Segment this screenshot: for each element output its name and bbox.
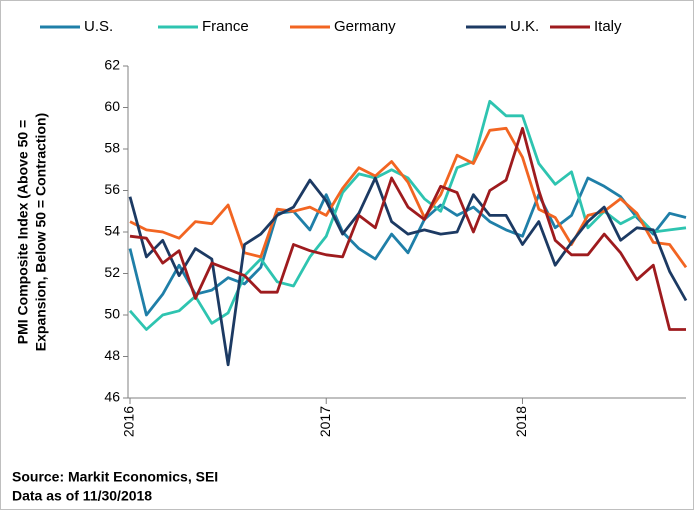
legend-label: U.S. [84, 18, 113, 35]
y-tick-label: 50 [104, 306, 120, 322]
legend-label: Italy [594, 18, 622, 35]
series-line [129, 126, 686, 331]
y-axis-label: PMI Composite Index (Above 50 = [15, 120, 31, 344]
y-tick-label: 46 [104, 389, 120, 405]
x-tick-label: 2017 [317, 406, 333, 437]
legend-label: Germany [334, 18, 396, 35]
legend-label: France [202, 18, 249, 35]
series-line [128, 99, 687, 331]
y-tick-label: 62 [104, 57, 120, 73]
x-tick-label: 2018 [513, 406, 529, 437]
y-tick-label: 60 [104, 98, 120, 114]
note: Data as of 11/30/2018 [12, 488, 152, 504]
series-line [128, 176, 687, 317]
y-tick-label: 58 [104, 140, 120, 156]
y-axis-label: Expansion, Below 50 = Contraction) [33, 113, 49, 351]
y-tick-label: 48 [104, 347, 120, 363]
y-tick-label: 54 [104, 223, 120, 239]
series-line [128, 176, 688, 367]
x-tick-label: 2016 [121, 406, 137, 437]
y-tick-label: 52 [104, 264, 120, 280]
legend-label: U.K. [510, 18, 539, 35]
y-tick-label: 56 [104, 181, 120, 197]
series-line [129, 126, 688, 269]
source: Source: Markit Economics, SEI [12, 469, 218, 485]
